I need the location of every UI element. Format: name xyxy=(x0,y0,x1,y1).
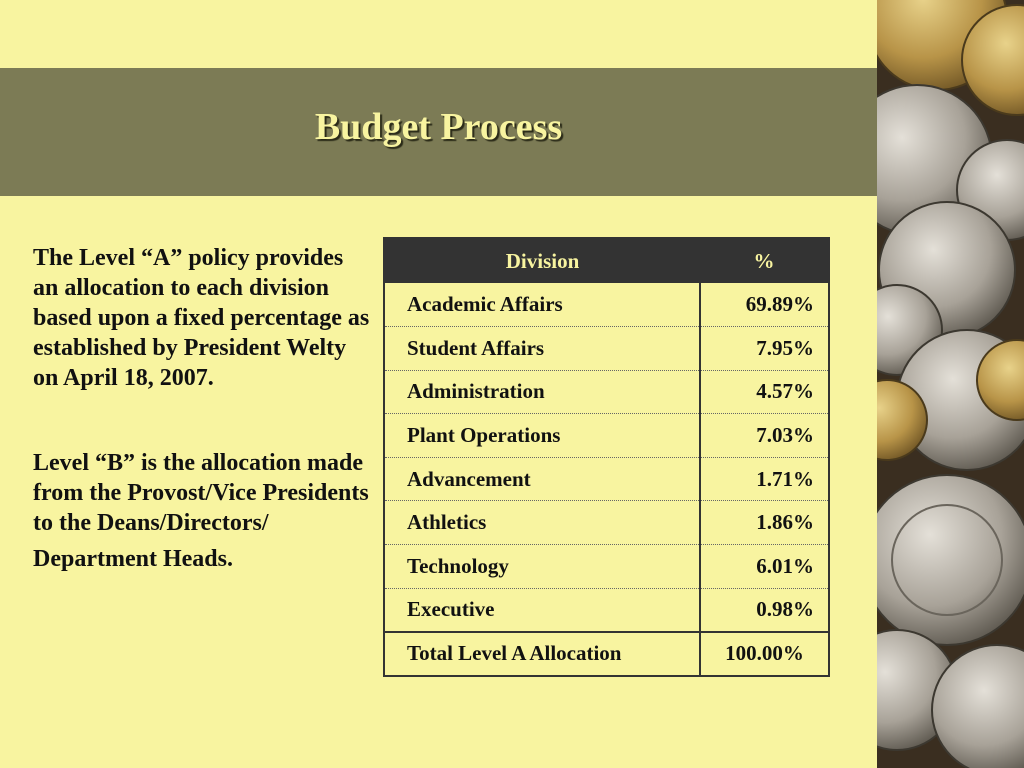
title-band xyxy=(0,68,877,196)
coins-illustration xyxy=(877,0,1024,768)
division-cell: Administration xyxy=(384,370,701,415)
division-cell: Technology xyxy=(384,544,701,589)
policy-paragraph: The Level “A” policy provides an allocat… xyxy=(33,245,370,391)
table-row: Academic Affairs 69.89% xyxy=(384,283,829,328)
level-b-paragraph: Level “B” is the allocation made from th… xyxy=(33,448,373,574)
header-division: Division xyxy=(384,238,700,283)
percent-cell: 1.86% xyxy=(700,500,829,546)
percent-cell: 69.89% xyxy=(700,283,829,328)
division-cell: Student Affairs xyxy=(384,326,701,371)
header-percent: % xyxy=(700,238,829,283)
total-division-cell: Total Level A Allocation xyxy=(384,630,701,676)
percent-cell: 4.57% xyxy=(700,370,829,415)
division-cell: Academic Affairs xyxy=(384,283,701,328)
table-total-row: Total Level A Allocation 100.00% xyxy=(384,630,829,676)
percent-cell: 6.01% xyxy=(700,544,829,589)
table-row: Executive 0.98% xyxy=(384,588,829,633)
level-b-text-last: Department Heads. xyxy=(33,546,233,572)
table-row: Administration 4.57% xyxy=(384,370,829,415)
division-cell: Advancement xyxy=(384,457,701,502)
division-cell: Athletics xyxy=(384,500,701,546)
table-row: Technology 6.01% xyxy=(384,544,829,589)
coins-image xyxy=(877,0,1024,768)
total-percent-cell: 100.00% xyxy=(700,630,829,676)
percent-cell: 7.95% xyxy=(700,326,829,371)
table-row: Athletics 1.86% xyxy=(384,500,829,546)
table-header-row: Division % xyxy=(384,238,829,283)
allocation-table: Division % Academic Affairs 69.89% Stude… xyxy=(383,237,830,677)
table-row: Plant Operations 7.03% xyxy=(384,413,829,458)
percent-cell: 0.98% xyxy=(700,588,829,633)
level-b-text: Level “B” is the allocation made from th… xyxy=(33,450,369,536)
table-row: Student Affairs 7.95% xyxy=(384,326,829,371)
percent-cell: 7.03% xyxy=(700,413,829,458)
slide-title: Budget Process xyxy=(314,106,563,148)
division-cell: Plant Operations xyxy=(384,413,701,458)
table-row: Advancement 1.71% xyxy=(384,457,829,502)
percent-cell: 1.71% xyxy=(700,457,829,502)
division-cell: Executive xyxy=(384,588,701,633)
